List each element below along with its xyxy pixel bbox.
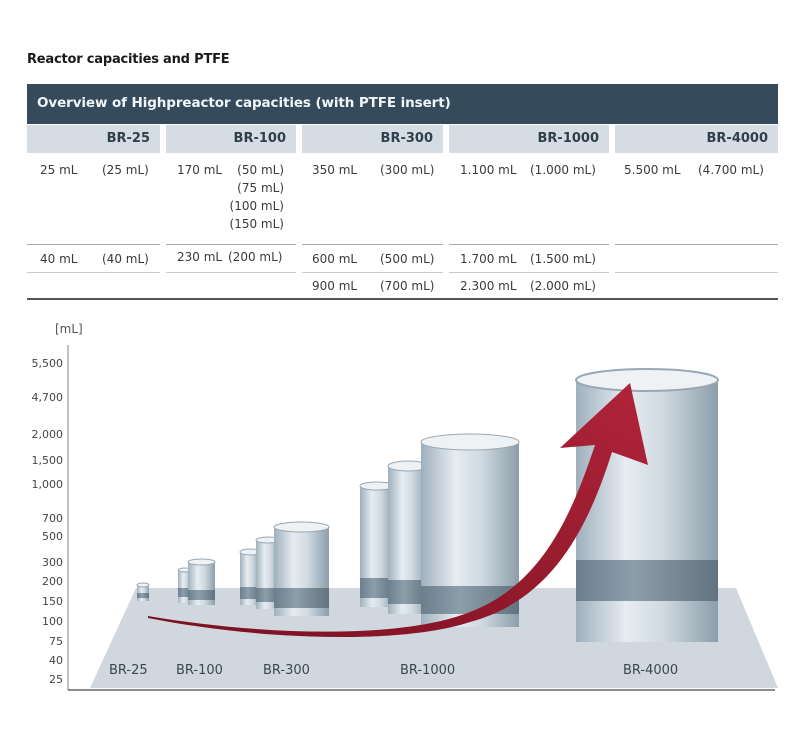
table-cell-ptfe: (150 mL): [229, 217, 284, 231]
cylinder-br-25: [136, 582, 150, 601]
y-tick: 75: [49, 635, 63, 648]
column-header-label: BR-300: [380, 131, 433, 146]
y-tick: 40: [49, 654, 63, 667]
x-tick-br-4000: BR-4000: [623, 663, 679, 678]
y-tick: 1,500: [31, 454, 64, 467]
cylinder-br-300-small: [239, 548, 261, 605]
column-header-label: BR-4000: [706, 131, 769, 146]
table-cell-ptfe: (75 mL): [237, 181, 284, 195]
y-axis-label: [mL]: [55, 322, 83, 336]
x-tick-br-1000: BR-1000: [400, 663, 456, 678]
table-cell-ptfe: (25 mL): [102, 163, 149, 177]
y-tick: 2,000: [31, 428, 64, 441]
row-divider: [615, 272, 778, 273]
y-tick: 300: [42, 556, 63, 569]
column-header-label: BR-1000: [537, 131, 600, 146]
table-cell-volume: 350 mL: [312, 163, 358, 177]
table-cell-ptfe: (700 mL): [380, 279, 435, 293]
table-cell-volume: 5.500 mL: [624, 163, 681, 177]
cylinder-br-300-large: [273, 521, 330, 616]
table-banner: Overview of Highpreactor capacities (wit…: [27, 84, 778, 124]
y-tick: 150: [42, 595, 63, 608]
page-title: Reactor capacities and PTFE: [27, 52, 230, 67]
column-header-br-100: BR-100: [166, 125, 296, 153]
y-tick: 200: [42, 575, 63, 588]
table-cell-volume: 170 mL: [177, 163, 223, 177]
table-cell-ptfe: (200 mL): [228, 250, 283, 264]
column-header-br-1000: BR-1000: [449, 125, 609, 153]
table-cell-volume: 2.300 mL: [460, 279, 517, 293]
row-divider: [615, 244, 778, 245]
table-cell-volume: 25 mL: [40, 163, 78, 177]
table-cell-ptfe: (300 mL): [380, 163, 435, 177]
table-cell-ptfe: (50 mL): [237, 163, 284, 177]
column-header-br-4000: BR-4000: [615, 125, 778, 153]
row-divider: [449, 244, 609, 245]
table-cell-volume: 40 mL: [40, 252, 78, 266]
table-cell-ptfe: (1.500 mL): [530, 252, 596, 266]
column-header-br-25: BR-25: [27, 125, 160, 153]
column-header-label: BR-100: [233, 131, 286, 146]
table-cell-volume: 1.100 mL: [460, 163, 517, 177]
y-tick: 1,000: [31, 478, 64, 491]
table-cell-volume: 1.700 mL: [460, 252, 517, 266]
x-tick-br-300: BR-300: [263, 663, 310, 678]
table-bottom-rule: [27, 298, 778, 300]
y-tick: 100: [42, 615, 63, 628]
x-tick-br-100: BR-100: [176, 663, 223, 678]
y-tick: 4,700: [31, 391, 64, 404]
table-cell-ptfe: (40 mL): [102, 252, 149, 266]
row-divider: [302, 244, 443, 245]
table-cell-ptfe: (100 mL): [229, 199, 284, 213]
row-divider: [166, 272, 296, 273]
row-divider: [166, 244, 296, 245]
table-cell-volume: 600 mL: [312, 252, 358, 266]
table-cell-volume: 900 mL: [312, 279, 358, 293]
x-tick-br-25: BR-25: [109, 663, 148, 678]
table-banner-text: Overview of Highpreactor capacities (wit…: [37, 95, 451, 111]
table-cell-ptfe: (4.700 mL): [698, 163, 764, 177]
y-tick: 5,500: [31, 357, 64, 370]
table-cell-volume: 230 mL: [177, 250, 223, 264]
table-cell-ptfe: (1.000 mL): [530, 163, 596, 177]
table-cell-ptfe: (2.000 mL): [530, 279, 596, 293]
row-divider: [27, 244, 160, 245]
row-divider: [302, 272, 443, 273]
table-cell-ptfe: (500 mL): [380, 252, 435, 266]
column-header-label: BR-25: [106, 131, 150, 146]
cylinder-br-100-large: [187, 558, 216, 605]
cylinder-br-4000: [575, 368, 719, 642]
y-tick: 700: [42, 512, 63, 525]
y-tick: 500: [42, 530, 63, 543]
column-header-br-300: BR-300: [302, 125, 443, 153]
row-divider: [449, 272, 609, 273]
y-tick: 25: [49, 673, 63, 686]
row-divider: [27, 272, 160, 273]
